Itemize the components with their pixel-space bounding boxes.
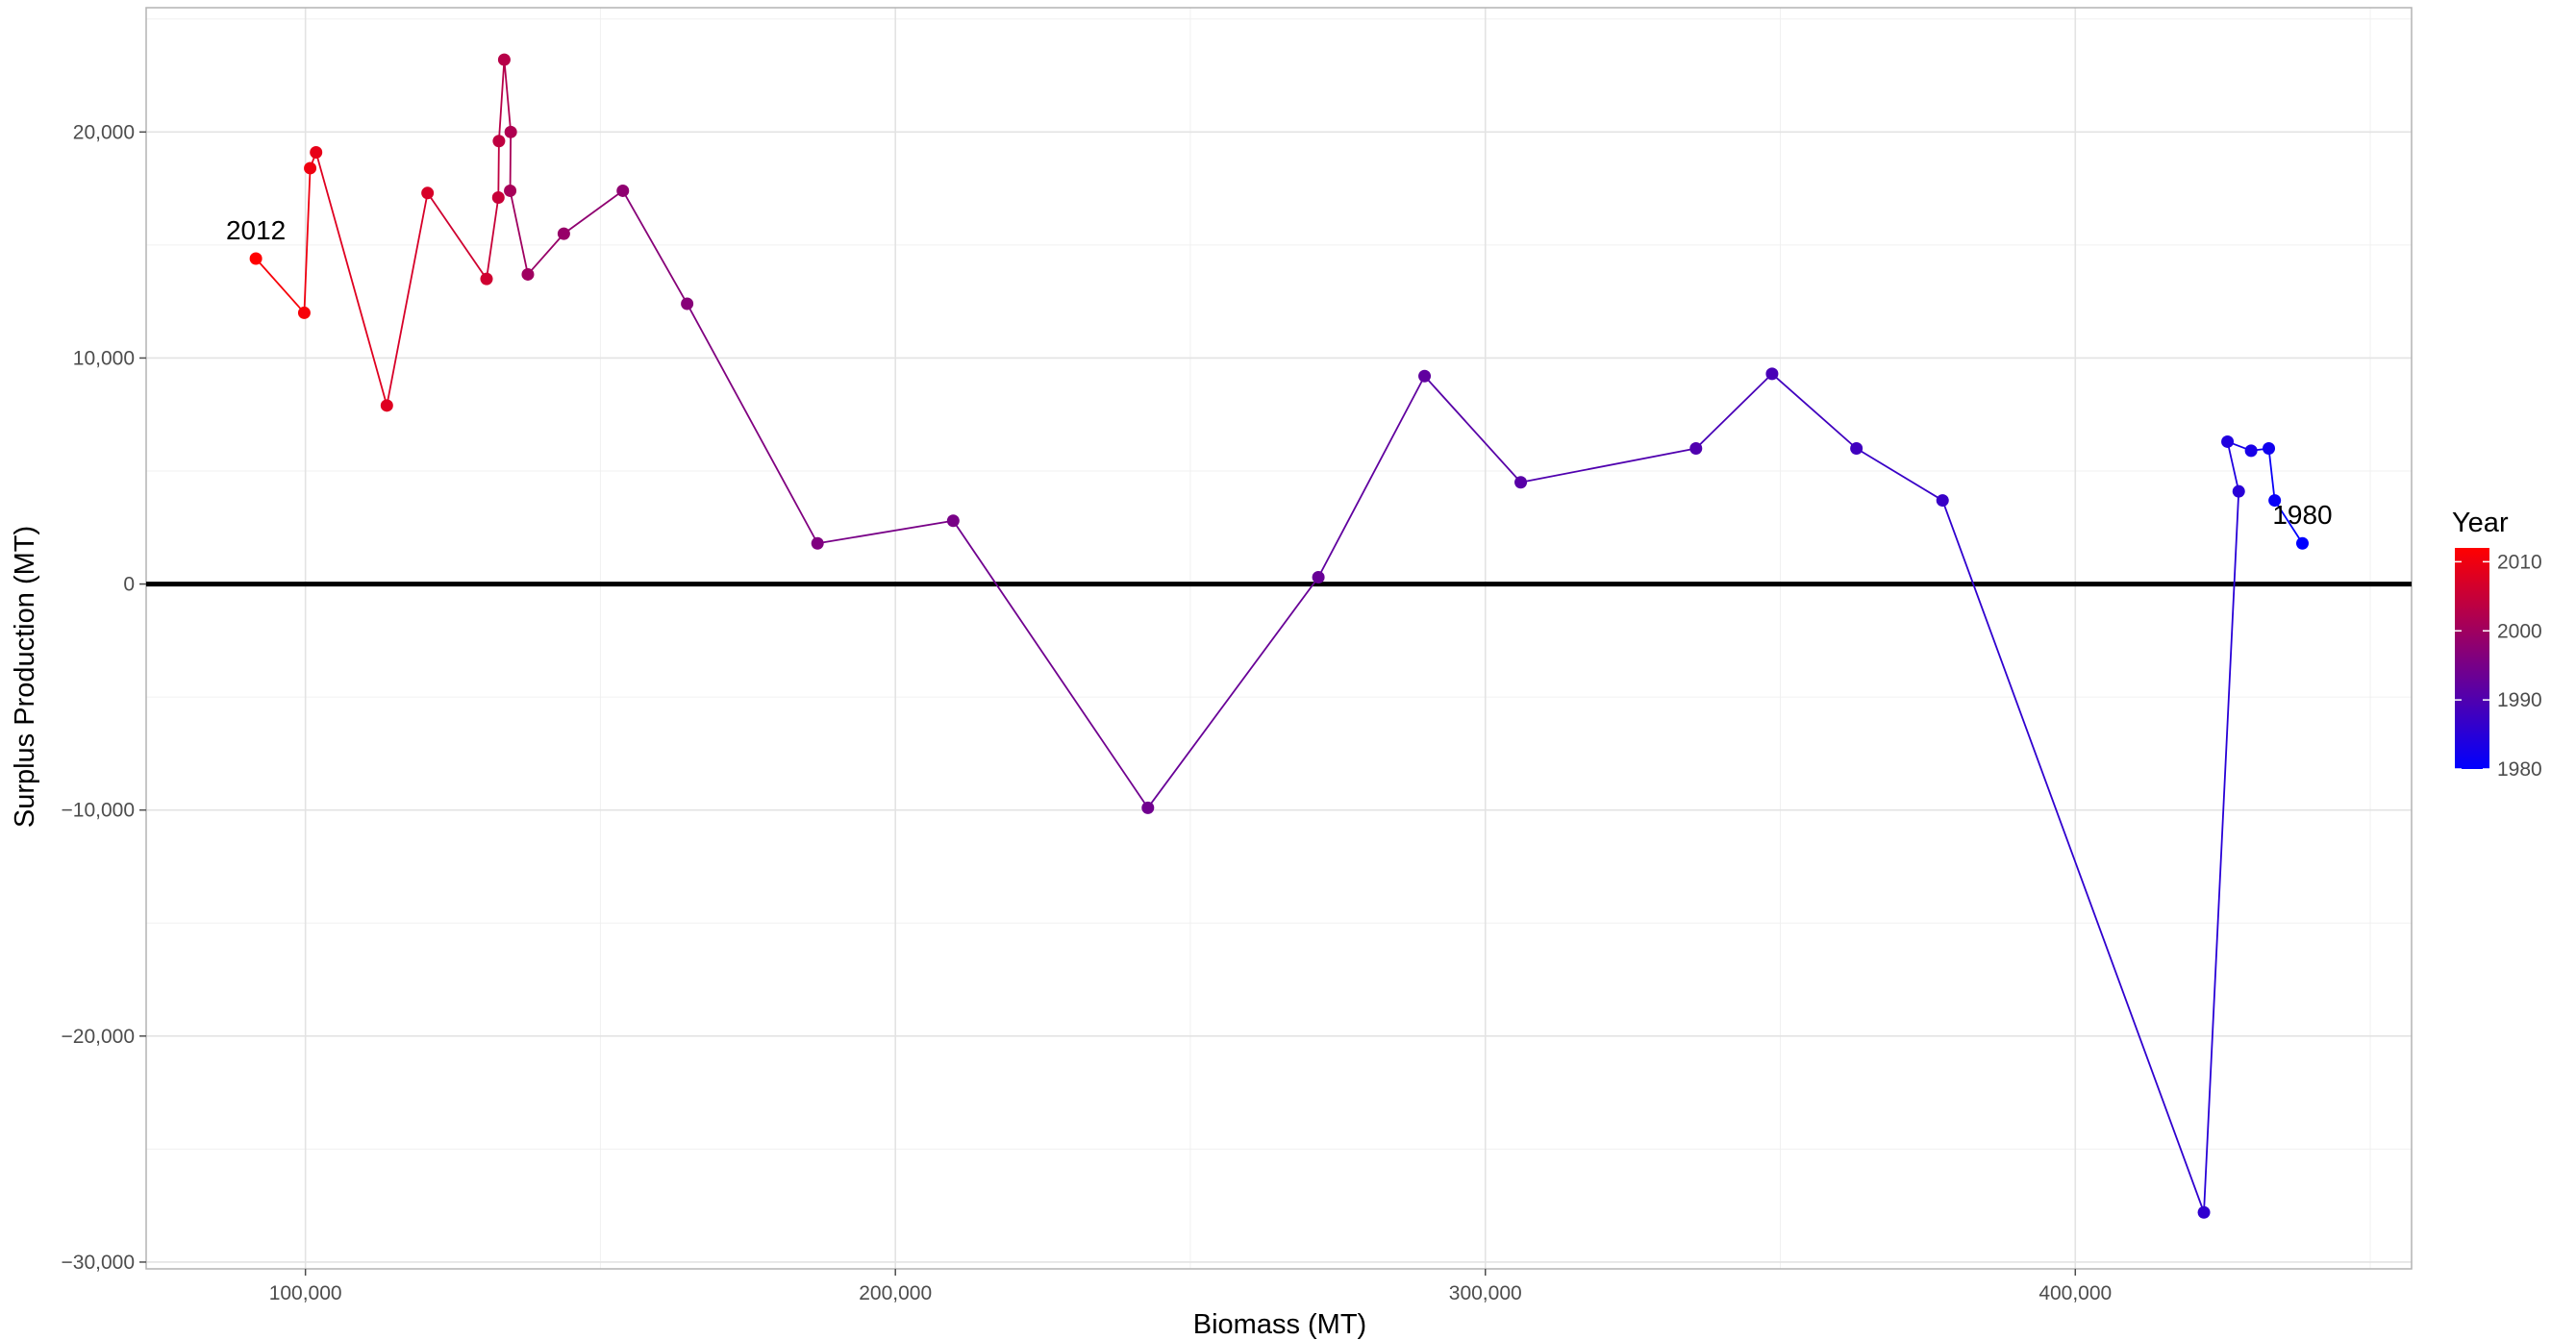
data-point <box>1850 441 1863 455</box>
trajectory-segment <box>1941 499 2205 1214</box>
year-annotation-label: 1980 <box>2272 500 2332 530</box>
minor-gridlines <box>146 8 2412 1269</box>
data-point <box>504 184 517 197</box>
y-tick-label: 10,000 <box>73 347 135 369</box>
trajectory-segment <box>816 519 955 545</box>
y-tick-label: −20,000 <box>62 1026 136 1048</box>
data-point <box>681 297 694 310</box>
legend-color-bar <box>2455 548 2489 769</box>
trajectory-segment <box>314 151 388 407</box>
data-point <box>1418 369 1432 383</box>
trajectory-segment <box>1855 447 1944 502</box>
trajectory-segment <box>303 167 312 314</box>
legend-ticks: 1980 1990 2000 2010 <box>2455 551 2542 781</box>
data-point <box>304 161 317 175</box>
trajectory-segment <box>497 139 500 199</box>
x-tick-label: 100,000 <box>269 1282 342 1304</box>
data-point <box>1689 441 1703 455</box>
trajectory-segment <box>563 189 624 236</box>
data-point <box>557 227 570 240</box>
legend-title: Year <box>2452 508 2509 538</box>
trajectory-segment <box>426 191 488 281</box>
trajectory-lines <box>255 59 2304 1214</box>
data-point <box>297 306 311 319</box>
year-annotation-label: 2012 <box>226 215 286 245</box>
trajectory-segment <box>255 258 306 314</box>
trajectory-segment <box>527 233 565 276</box>
trajectory-segment <box>1423 375 1522 484</box>
legend-tick-label: 2010 <box>2497 551 2542 573</box>
x-tick-label: 200,000 <box>859 1282 932 1304</box>
data-point <box>1141 801 1155 814</box>
y-axis-title: Surplus Production (MT) <box>10 526 40 828</box>
data-point <box>2295 536 2309 550</box>
data-point <box>946 514 960 528</box>
y-axis-ticks: −30,000 −20,000 −10,000 0 10,000 20,000 <box>62 121 146 1274</box>
y-tick-label: −30,000 <box>62 1252 136 1274</box>
trajectory-segment <box>686 303 819 545</box>
data-point <box>2232 484 2245 498</box>
data-point <box>1765 367 1779 381</box>
trajectory-segment <box>2226 440 2240 493</box>
data-point <box>616 184 630 197</box>
trajectory-segment <box>1519 447 1697 484</box>
x-axis-title: Biomass (MT) <box>1193 1309 1366 1340</box>
x-axis-ticks: 100,000 200,000 300,000 400,000 <box>269 1269 2112 1304</box>
data-point <box>2268 494 2282 508</box>
data-point <box>421 186 435 200</box>
trajectory-segment <box>621 189 688 305</box>
y-tick-label: 0 <box>123 574 135 596</box>
data-point <box>2263 441 2276 455</box>
year-annotations: 2012 1980 <box>226 215 2333 530</box>
trajectory-segment <box>2273 499 2304 545</box>
plot-panel-border <box>145 7 2413 1270</box>
data-point <box>2197 1205 2211 1219</box>
year-color-legend: Year 1980 1990 2000 2010 <box>2452 508 2542 781</box>
trajectory-segment <box>1317 375 1426 579</box>
data-point <box>492 135 506 148</box>
trajectory-segment <box>1146 576 1320 809</box>
data-point <box>249 252 263 265</box>
legend-tick-label: 2000 <box>2497 620 2542 642</box>
data-point <box>310 145 323 159</box>
legend-tick-label: 1980 <box>2497 758 2542 781</box>
trajectory-segment <box>2203 490 2240 1214</box>
data-point <box>504 125 517 138</box>
trajectory-segment <box>497 59 506 142</box>
data-point <box>497 53 511 66</box>
x-tick-label: 300,000 <box>1449 1282 1522 1304</box>
trajectory-segment <box>1771 373 1858 450</box>
legend-tick-label: 1990 <box>2497 689 2542 711</box>
trajectory-segment <box>1694 373 1773 450</box>
trajectory-segment <box>386 191 429 407</box>
y-tick-label: −10,000 <box>62 800 136 822</box>
trajectory-segment <box>486 196 500 281</box>
trajectory-segment <box>509 189 529 276</box>
data-point <box>491 191 505 205</box>
data-point <box>2244 444 2258 458</box>
data-point <box>1936 494 1949 508</box>
data-point <box>811 536 824 550</box>
data-point <box>521 267 535 281</box>
trajectory-segment <box>509 131 513 192</box>
trajectory-segment <box>503 59 513 134</box>
trajectory-segment <box>2267 447 2276 502</box>
data-point <box>380 399 393 412</box>
trajectory-segment <box>952 519 1149 809</box>
data-point <box>1514 476 1528 489</box>
data-point <box>1312 571 1325 584</box>
x-tick-label: 400,000 <box>2038 1282 2112 1304</box>
data-point <box>480 272 493 285</box>
y-tick-label: 20,000 <box>73 121 135 143</box>
data-points <box>249 53 2309 1219</box>
data-point <box>2221 434 2235 448</box>
